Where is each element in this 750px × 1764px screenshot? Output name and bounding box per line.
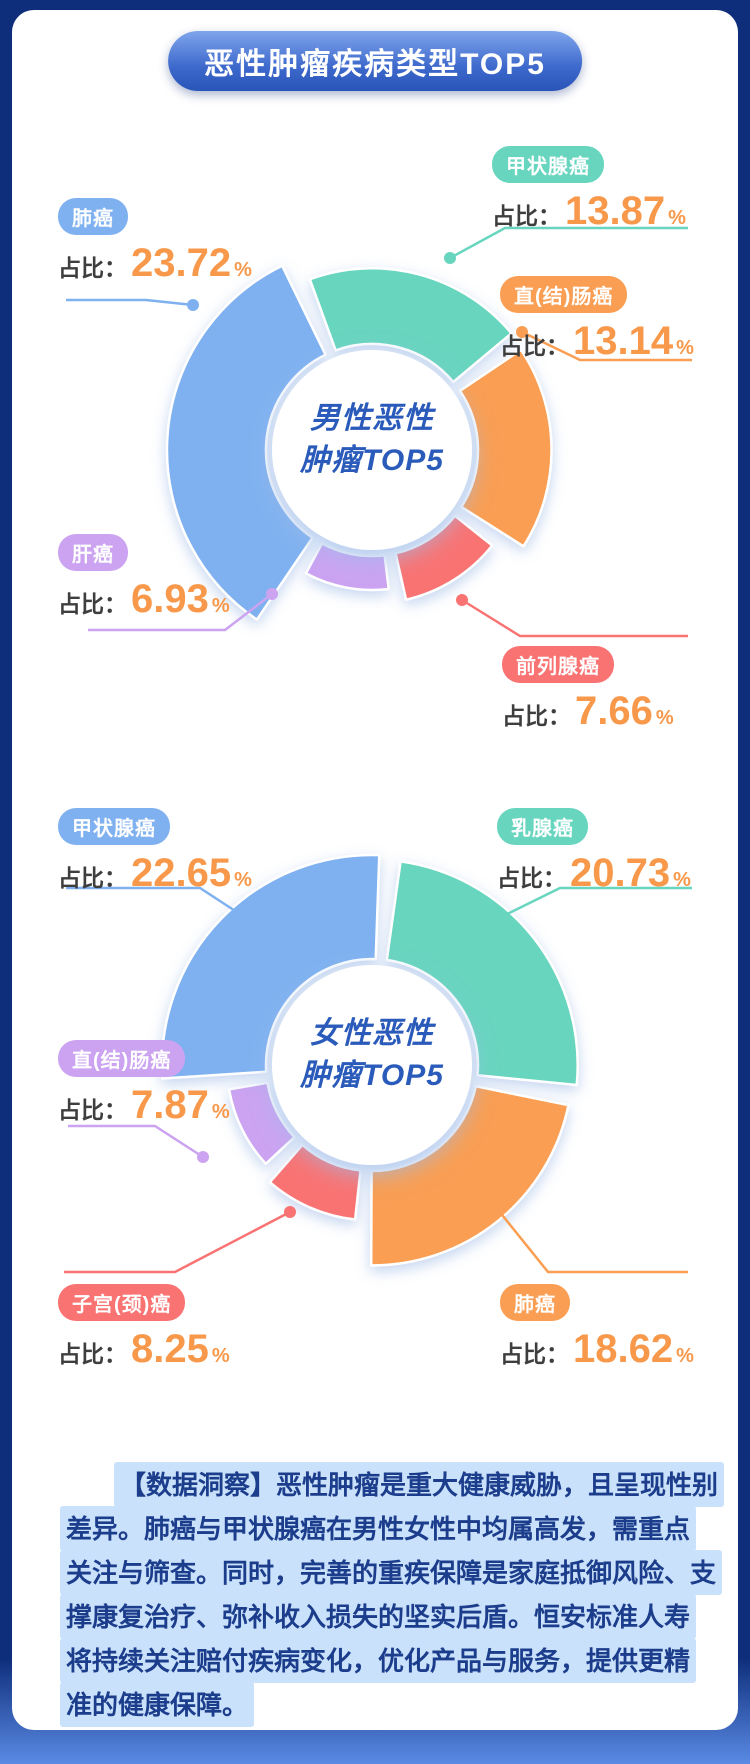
share-value: 占比： 13.14% xyxy=(500,319,694,363)
disease-pill: 直(结)肠癌 xyxy=(500,276,628,313)
donut-slice-肺癌 xyxy=(165,264,327,621)
donut-slice-直(结)肠癌 xyxy=(458,348,553,548)
leader-dot xyxy=(243,914,255,926)
donut-slice-乳腺癌 xyxy=(385,860,579,1087)
share-value: 占比： 22.65% xyxy=(58,851,252,895)
donut-slice-前列腺癌 xyxy=(394,514,494,601)
page-title: 恶性肿瘤疾病类型TOP5 xyxy=(168,31,582,91)
male-donut-center xyxy=(272,350,472,550)
donut-slice-甲状腺癌 xyxy=(160,853,381,1080)
female-donut-slices xyxy=(160,853,579,1267)
leader-line-male-thyroid xyxy=(449,226,688,260)
insight-line: 准的健康保障。 xyxy=(60,1682,700,1727)
leader-dot xyxy=(516,326,528,338)
label-male-thyroid: 甲状腺癌 占比： 13.87% xyxy=(492,146,686,234)
leader-line-female-colorectal xyxy=(68,1124,204,1159)
leader-dot xyxy=(444,252,456,264)
insight-line: 差异。肺癌与甲状腺癌在男性女性中均属高发，需重点 xyxy=(60,1506,700,1551)
leader-dot xyxy=(491,913,503,925)
share-value: 占比： 7.87% xyxy=(58,1083,230,1127)
disease-pill: 肺癌 xyxy=(500,1284,570,1321)
label-female-uterus: 子宫(颈)癌 占比： 8.25% xyxy=(58,1284,230,1372)
female-donut-center xyxy=(272,965,472,1165)
leader-dot xyxy=(187,299,199,311)
donut-slice-甲状腺癌 xyxy=(308,266,513,384)
leader-line-male-liver xyxy=(88,593,273,632)
label-male-colorectal: 直(结)肠癌 占比： 13.14% xyxy=(500,276,694,364)
donut-slice-肺癌 xyxy=(369,1085,570,1267)
male-chart-title: 男性恶性 肿瘤TOP5 xyxy=(300,402,444,477)
donut-slice-肝癌 xyxy=(304,542,390,592)
donut-slice-子宫(颈)癌 xyxy=(268,1143,362,1221)
leader-dot xyxy=(197,1151,209,1163)
female-chart-title: 女性恶性 肿瘤TOP5 xyxy=(300,1017,444,1092)
data-insight-block: 【数据洞察】恶性肿瘤是重大健康威胁，且呈现性别 差异。肺癌与甲状腺癌在男性女性中… xyxy=(60,1462,725,1727)
share-value: 占比： 23.72% xyxy=(58,241,252,285)
share-value: 占比： 8.25% xyxy=(58,1327,230,1371)
leader-line-female-uterus xyxy=(64,1210,291,1274)
share-value: 占比： 13.87% xyxy=(492,189,686,233)
disease-pill: 前列腺癌 xyxy=(502,646,614,683)
label-female-thyroid: 甲状腺癌 占比： 22.65% xyxy=(58,808,252,896)
leader-line-female-lung xyxy=(477,1184,688,1274)
leader-line-male-prostate xyxy=(461,598,688,638)
insight-line: 关注与筛查。同时，完善的重疾保障是家庭抵御风险、支 xyxy=(60,1550,723,1595)
disease-pill: 肝癌 xyxy=(58,534,128,571)
insight-line: 将持续关注赔付疾病变化，优化产品与服务，提供更精 xyxy=(60,1638,700,1683)
share-value: 占比： 18.62% xyxy=(500,1327,694,1371)
label-female-breast: 乳腺癌 占比： 20.73% xyxy=(497,808,691,896)
leader-dot xyxy=(472,1179,484,1191)
insight-line: 撑康复治疗、弥补收入损失的坚实后盾。恒安标准人寿 xyxy=(60,1594,700,1639)
disease-pill: 肺癌 xyxy=(58,198,128,235)
leader-line-male-lung xyxy=(66,298,194,307)
leader-dot xyxy=(456,594,468,606)
leader-dot xyxy=(284,1206,296,1218)
leader-line-female-thyroid xyxy=(66,886,250,922)
disease-pill: 甲状腺癌 xyxy=(492,146,604,183)
share-value: 占比： 7.66% xyxy=(502,689,674,733)
leader-line-female-breast xyxy=(496,886,692,921)
share-value: 占比： 20.73% xyxy=(497,851,691,895)
label-male-prostate: 前列腺癌 占比： 7.66% xyxy=(502,646,674,734)
leader-dot xyxy=(266,588,278,600)
leader-line-male-colorectal xyxy=(521,330,692,362)
share-value: 占比： 6.93% xyxy=(58,577,230,621)
label-female-lung: 肺癌 占比： 18.62% xyxy=(500,1284,694,1372)
disease-pill: 子宫(颈)癌 xyxy=(58,1284,186,1321)
label-male-liver: 肝癌 占比： 6.93% xyxy=(58,534,230,622)
male-donut-slices xyxy=(165,264,553,621)
disease-pill: 甲状腺癌 xyxy=(58,808,170,845)
label-male-lung: 肺癌 占比： 23.72% xyxy=(58,198,252,286)
disease-pill: 乳腺癌 xyxy=(497,808,588,845)
label-female-colorectal: 直(结)肠癌 占比： 7.87% xyxy=(58,1040,230,1128)
insight-line: 【数据洞察】恶性肿瘤是重大健康威胁，且呈现性别 xyxy=(60,1462,725,1507)
disease-pill: 直(结)肠癌 xyxy=(58,1040,186,1077)
donut-slice-直(结)肠癌 xyxy=(227,1081,296,1166)
